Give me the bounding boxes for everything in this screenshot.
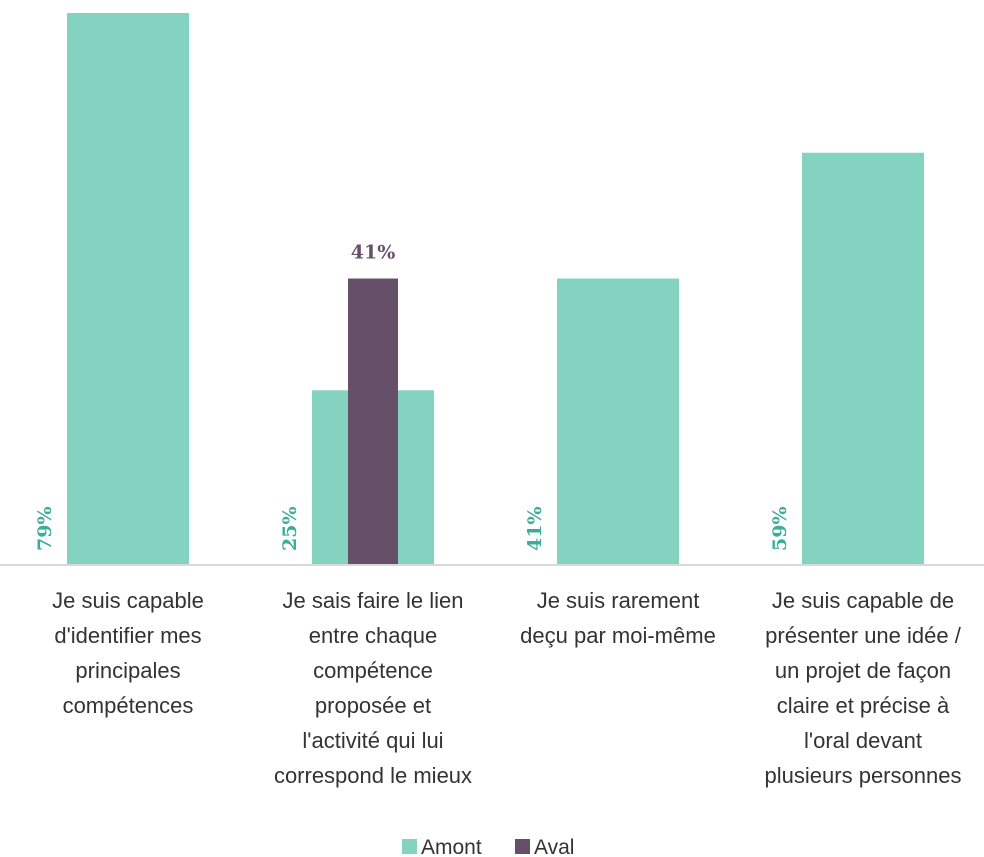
bar-aval-2 <box>348 278 398 565</box>
category-label-line: correspond le mieux <box>274 763 472 788</box>
data-label-amont-3: 41% <box>524 507 546 552</box>
category-label-1: Je suis capable d'identifier mes principal… <box>52 588 204 718</box>
data-label-aval-2: 41% <box>351 242 396 264</box>
category-label-line: principales <box>75 658 180 683</box>
category-label-line: plusieurs personnes <box>765 763 962 788</box>
data-label-amont-1: 79% <box>34 507 56 552</box>
legend: Amont Aval <box>402 836 574 857</box>
category-label-line: Je suis capable de <box>772 588 954 613</box>
category-label-line: un projet de façon <box>775 658 951 683</box>
data-label-amont-4: 59% <box>769 507 791 552</box>
category-label-line: claire et précise à <box>777 693 950 718</box>
bar-amont-4 <box>802 152 924 566</box>
category-label-line: l'oral devant <box>804 728 922 753</box>
category-label-2: Je sais faire le lien entre chaque compéte… <box>274 588 472 788</box>
category-label-4: Je suis capable de présenter une idée / un… <box>765 588 962 788</box>
category-label-line: compétence <box>313 658 433 683</box>
bar-amont-1 <box>67 13 189 565</box>
category-label-line: présenter une idée / <box>765 623 962 648</box>
labels-layer: 79% Je suis capable d'identifier mes princi… <box>34 242 962 788</box>
legend-swatch-amont <box>402 839 417 854</box>
bar-amont-3 <box>557 278 679 565</box>
category-label-line: proposée et <box>315 693 431 718</box>
category-label-line: Je suis capable <box>52 588 204 613</box>
legend-swatch-aval <box>515 839 530 854</box>
legend-label-amont: Amont <box>421 836 482 857</box>
category-label-3: Je suis rarement deçu par moi-même <box>520 588 716 648</box>
category-label-line: Je sais faire le lien <box>283 588 464 613</box>
legend-label-aval: Aval <box>534 836 574 857</box>
category-label-line: entre chaque <box>309 623 437 648</box>
bars-layer <box>67 13 924 566</box>
category-label-line: Je suis rarement <box>537 588 700 613</box>
category-label-line: compétences <box>63 693 194 718</box>
data-label-amont-2: 25% <box>279 507 301 552</box>
category-label-line: deçu par moi-même <box>520 623 716 648</box>
category-label-line: d'identifier mes <box>54 623 201 648</box>
category-label-line: l'activité qui lui <box>302 728 443 753</box>
